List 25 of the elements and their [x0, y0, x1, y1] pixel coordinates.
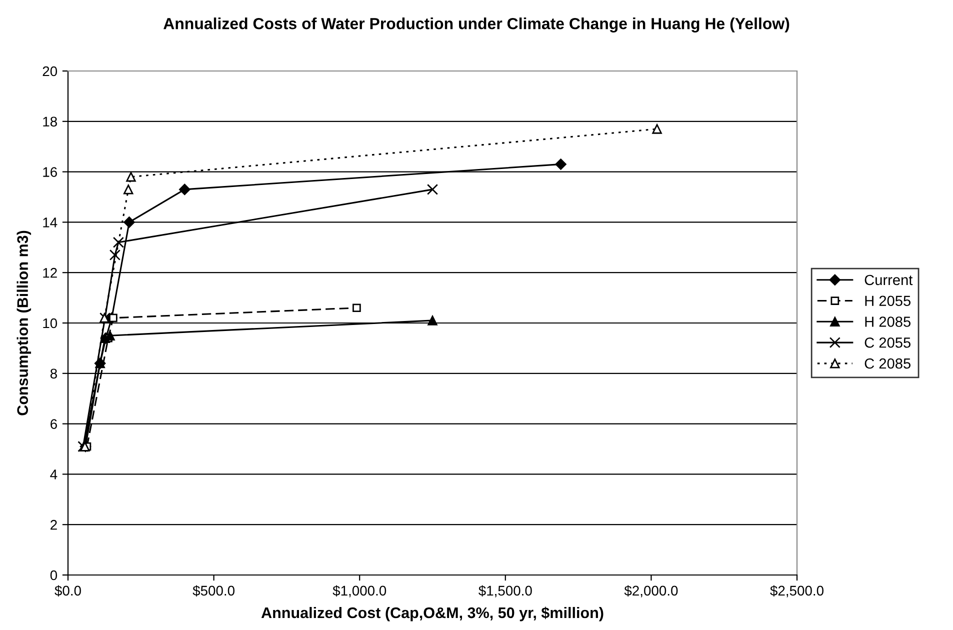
y-tick-label: 12	[43, 268, 57, 278]
x-axis-title: Annualized Cost (Cap,O&M, 3%, 50 yr, $million)	[261, 606, 604, 622]
legend-label: Current	[864, 274, 913, 286]
y-tick-label: 4	[50, 470, 58, 480]
x-tick-label: $2,000.0	[624, 585, 678, 598]
x-tick-label: $1,500.0	[478, 585, 532, 598]
y-tick-label: 10	[43, 318, 58, 328]
y-tick-label: 20	[42, 66, 58, 76]
y-tick-label: 14	[43, 218, 58, 228]
legend-label: C 2055	[864, 337, 910, 348]
y-axis-title: Consumption (Billion m3)	[16, 230, 32, 416]
legend-label: H 2085	[865, 316, 910, 327]
y-tick-label: 8	[50, 368, 57, 379]
y-tick-label: 16	[43, 167, 57, 177]
x-tick-label: $500.0	[192, 585, 234, 596]
y-tick-label: 18	[43, 116, 57, 127]
x-tick-label: $1,000.0	[332, 585, 386, 598]
y-tick-label: 0	[50, 570, 58, 580]
y-tick-label: 6	[50, 419, 57, 429]
y-tick-label: 2	[50, 520, 57, 530]
x-tick-label: $0.0	[54, 585, 81, 596]
chart-title: Annualized Costs of Water Production under Climate Change in Huang He (Yellow)	[164, 18, 790, 32]
legend-label: C 2085	[864, 358, 910, 369]
legend-label: H 2055	[865, 296, 910, 306]
x-tick-label: $2,500.0	[770, 585, 824, 598]
